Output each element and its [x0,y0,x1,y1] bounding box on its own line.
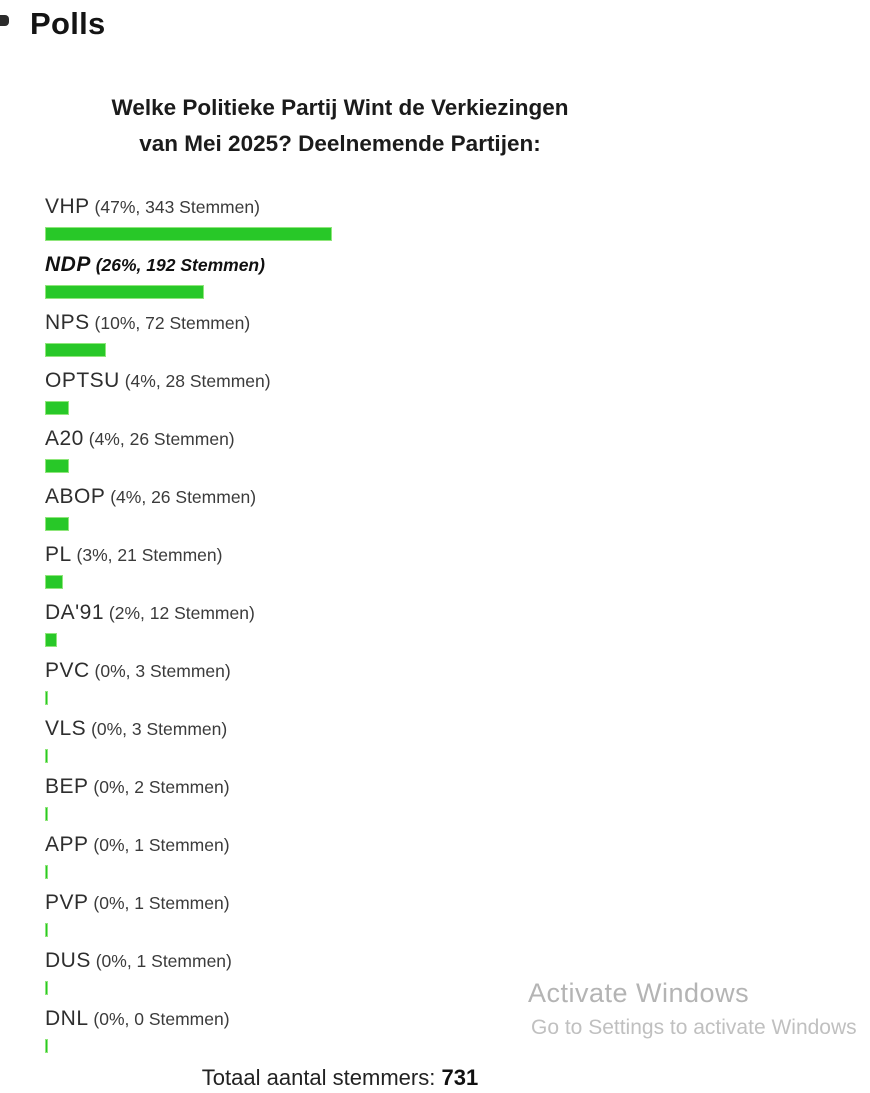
party-stats: (0%, 0 Stemmen) [88,1009,230,1029]
party-name: NDP [45,253,91,276]
poll-option-label: DUS (0%, 1 Stemmen) [45,948,640,976]
poll-result-bar [45,865,48,879]
poll-result-bar [45,227,332,241]
poll-question-line1: Welke Politieke Partij Wint de Verkiezin… [111,95,569,120]
poll-option-row: PVC (0%, 3 Stemmen) [45,658,640,705]
party-stats: (4%, 26 Stemmen) [83,429,235,449]
poll-result-bar [45,1039,48,1053]
poll-result-bar [45,517,70,531]
activate-windows-watermark: Activate Windows [528,978,750,1008]
party-name: DA'91 [45,601,105,624]
poll-option-label: APP (0%, 1 Stemmen) [45,832,640,860]
poll-option-row: PL (3%, 21 Stemmen) [45,542,640,589]
party-stats: (10%, 72 Stemmen) [89,313,251,333]
party-name: DUS [45,949,91,972]
poll-option-label: PL (3%, 21 Stemmen) [45,542,640,570]
poll-result-bar [45,633,58,647]
poll-option-label: NDP (26%, 192 Stemmen) [45,252,640,280]
poll-option-label: PVC (0%, 3 Stemmen) [45,658,640,686]
party-name: VHP [45,195,90,218]
poll-result-bar [45,575,64,589]
poll-option-label: ABOP (4%, 26 Stemmen) [45,484,640,512]
poll-option-row: NPS (10%, 72 Stemmen) [45,310,640,357]
poll-option-row: DA'91 (2%, 12 Stemmen) [45,600,640,647]
page-title: Polls [30,6,106,41]
poll-option-label: OPTSU (4%, 28 Stemmen) [45,368,640,396]
party-name: ABOP [45,485,106,508]
poll-option-label: A20 (4%, 26 Stemmen) [45,426,640,454]
party-stats: (0%, 3 Stemmen) [89,661,231,681]
poll-total-label: Totaal aantal stemmers: [201,1065,442,1090]
poll-question-line2: van Mei 2025? Deelnemende Partijen: [139,131,541,156]
party-stats: (0%, 1 Stemmen) [90,951,232,971]
poll-option-label: DNL (0%, 0 Stemmen) [45,1006,640,1034]
clipped-edge-mark [0,15,9,26]
poll-option-row: OPTSU (4%, 28 Stemmen) [45,368,640,415]
poll-widget: Welke Politieke Partij Wint de Verkiezin… [40,90,640,1091]
party-name: NPS [45,311,90,334]
party-stats: (0%, 1 Stemmen) [88,893,230,913]
party-name: PVP [45,891,89,914]
party-stats: (0%, 2 Stemmen) [88,777,230,797]
party-stats: (26%, 192 Stemmen) [90,255,265,275]
party-name: A20 [45,427,84,450]
poll-result-bar [45,285,204,299]
poll-option-row: DUS (0%, 1 Stemmen) [45,948,640,995]
poll-option-label: PVP (0%, 1 Stemmen) [45,890,640,918]
poll-results-list: VHP (47%, 343 Stemmen) NDP (26%, 192 Stem… [45,194,640,1053]
poll-result-bar [45,749,48,763]
poll-option-label: BEP (0%, 2 Stemmen) [45,774,640,802]
party-stats: (0%, 3 Stemmen) [86,719,228,739]
party-name: OPTSU [45,369,120,392]
party-name: VLS [45,717,87,740]
poll-result-bar [45,459,70,473]
poll-option-label: NPS (10%, 72 Stemmen) [45,310,640,338]
poll-total-value: 731 [441,1065,479,1090]
party-stats: (2%, 12 Stemmen) [104,603,255,623]
poll-result-bar [45,401,70,415]
poll-result-bar [45,807,48,821]
party-stats: (47%, 343 Stemmen) [89,197,260,217]
poll-option-row: APP (0%, 1 Stemmen) [45,832,640,879]
party-stats: (3%, 21 Stemmen) [71,545,223,565]
party-name: PL [45,543,72,566]
party-stats: (4%, 28 Stemmen) [119,371,271,391]
poll-option-label: VHP (47%, 343 Stemmen) [45,194,640,222]
party-stats: (0%, 1 Stemmen) [88,835,230,855]
poll-option-row: NDP (26%, 192 Stemmen) [45,252,640,299]
poll-result-bar [45,923,48,937]
poll-option-label: VLS (0%, 3 Stemmen) [45,716,640,744]
poll-question: Welke Politieke Partij Wint de Verkiezin… [40,90,640,162]
poll-option-row: ABOP (4%, 26 Stemmen) [45,484,640,531]
poll-option-row: BEP (0%, 2 Stemmen) [45,774,640,821]
poll-option-row: VHP (47%, 343 Stemmen) [45,194,640,241]
party-name: DNL [45,1007,89,1030]
poll-result-bar [45,981,48,995]
poll-total: Totaal aantal stemmers: 731 [40,1064,640,1091]
poll-option-row: VLS (0%, 3 Stemmen) [45,716,640,763]
poll-result-bar [45,343,106,357]
poll-option-label: DA'91 (2%, 12 Stemmen) [45,600,640,628]
poll-option-row: A20 (4%, 26 Stemmen) [45,426,640,473]
poll-result-bar [45,691,48,705]
poll-option-row: DNL (0%, 0 Stemmen) [45,1006,640,1053]
poll-option-row: PVP (0%, 1 Stemmen) [45,890,640,937]
party-stats: (4%, 26 Stemmen) [105,487,257,507]
activate-windows-settings-hint: Go to Settings to activate Windows [531,1016,857,1039]
party-name: PVC [45,659,90,682]
party-name: APP [45,833,89,856]
party-name: BEP [45,775,89,798]
